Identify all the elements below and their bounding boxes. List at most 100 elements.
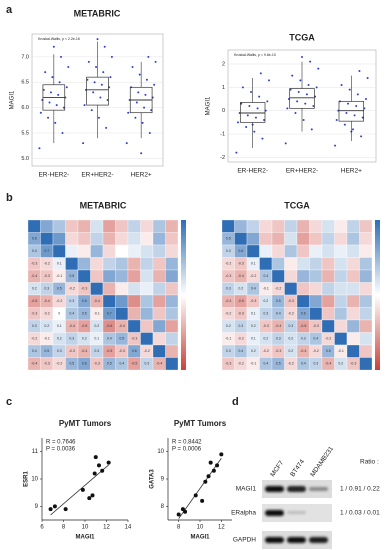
heatmap-cell (359, 332, 373, 346)
y-tick-label: 5.5 (21, 130, 29, 136)
heatmap-cell (321, 294, 335, 308)
panel-letter: c (6, 396, 12, 408)
heatmap-cell (334, 332, 348, 346)
cell-value: -0.1 (44, 337, 50, 341)
cell-value: 0.5 (276, 362, 281, 366)
heatmap-cell (127, 232, 141, 246)
heatmap-cell (334, 282, 348, 296)
heatmap-cell (296, 219, 310, 233)
cell-value: 0.2 (338, 362, 343, 366)
cell-value: 0.4 (263, 274, 268, 278)
cell-value: -0.5 (300, 324, 306, 328)
heatmap-cell (296, 257, 310, 271)
cell-value: -0.4 (275, 324, 281, 328)
heatmap-cell (284, 269, 298, 283)
heatmap-cell (221, 219, 235, 233)
panel-letter: b (6, 192, 13, 204)
point (305, 93, 308, 96)
point (284, 142, 287, 145)
annotation: Kruskal-Wallis, p = 9.6e-10 (234, 53, 276, 57)
heatmap-cell (321, 219, 335, 233)
heatmap-cell (115, 219, 129, 233)
cell-value: 0.4 (251, 287, 256, 291)
point (219, 452, 224, 457)
heatmap-cell (271, 219, 285, 233)
point (90, 109, 93, 112)
cell-value: -0.2 (56, 299, 62, 303)
heatmap-cell (334, 219, 348, 233)
heatmap-cell (321, 232, 335, 246)
ratio-value: 1 / 0.91 / 0.22 (340, 486, 380, 493)
point (58, 81, 61, 84)
cell-value: 0.4 (263, 362, 268, 366)
band (265, 486, 284, 492)
heatmap-cell (140, 244, 154, 258)
point (347, 102, 350, 105)
point (193, 493, 198, 498)
heatmap-cell (165, 294, 179, 308)
lane-label: MDAMB231 (309, 445, 335, 478)
point (47, 116, 50, 119)
cell-value: -0.4 (69, 324, 75, 328)
colorbar (375, 220, 380, 370)
heatmap-cell (127, 269, 141, 283)
heatmap-cell (152, 344, 166, 358)
heatmap-cell (321, 307, 335, 321)
cell-value: -0.4 (300, 349, 306, 353)
cell-value: -0.2 (288, 362, 294, 366)
point (100, 468, 105, 473)
point (93, 81, 96, 84)
heatmap-cell (346, 232, 360, 246)
cell-value: -0.3 (44, 274, 50, 278)
heatmap-cell (165, 307, 179, 321)
cell-value: 0.3 (69, 337, 74, 341)
cell-value: -0.2 (313, 349, 319, 353)
cell-value: 0.6 (238, 249, 243, 253)
heatmap-cell (296, 282, 310, 296)
cell-value: 0.4 (301, 362, 306, 366)
y-tick-label: 9 (35, 504, 39, 510)
cell-value: 0.2 (251, 324, 256, 328)
point (289, 88, 292, 91)
point (312, 105, 315, 107)
cell-value: 0.6 (32, 237, 37, 241)
point (294, 112, 297, 114)
cell-value: -0.5 (106, 349, 112, 353)
heatmap-cell (284, 232, 298, 246)
heatmap-cell (140, 257, 154, 271)
cell-value: 0.4 (107, 337, 112, 341)
heatmap-cell (165, 244, 179, 258)
cell-value: 0.5 (226, 237, 231, 241)
band (309, 487, 328, 491)
point (61, 132, 64, 134)
heatmap-cell (115, 307, 129, 321)
point (148, 132, 151, 134)
heatmap-cell (271, 269, 285, 283)
x-tick-label: 8 (62, 525, 66, 531)
heatmap-cell (77, 257, 91, 271)
heatmap-cell (359, 344, 373, 358)
heatmap-cell (40, 232, 54, 246)
point (96, 463, 101, 468)
point (266, 100, 269, 103)
heatmap-cell (77, 269, 91, 283)
point (87, 60, 90, 63)
cell-value: 0.4 (238, 349, 243, 353)
heatmap-cell (140, 332, 154, 346)
heatmap-cell (309, 307, 323, 321)
y-axis-label: MAGI1 (206, 96, 212, 115)
heatmap-cell (334, 232, 348, 246)
point (131, 66, 134, 68)
heatmap-cell (90, 232, 104, 246)
cell-value: 0.4 (32, 349, 37, 353)
point (87, 496, 92, 501)
cell-value: 0.4 (69, 312, 74, 316)
cell-value: -0.4 (94, 299, 100, 303)
box (239, 102, 266, 123)
point (299, 79, 302, 82)
cell-value: -0.3 (225, 362, 231, 366)
cell-value: -0.2 (225, 312, 231, 316)
heatmap-cell (102, 232, 116, 246)
heatmap-cell (246, 244, 260, 258)
cell-value: 0.7 (44, 249, 49, 253)
